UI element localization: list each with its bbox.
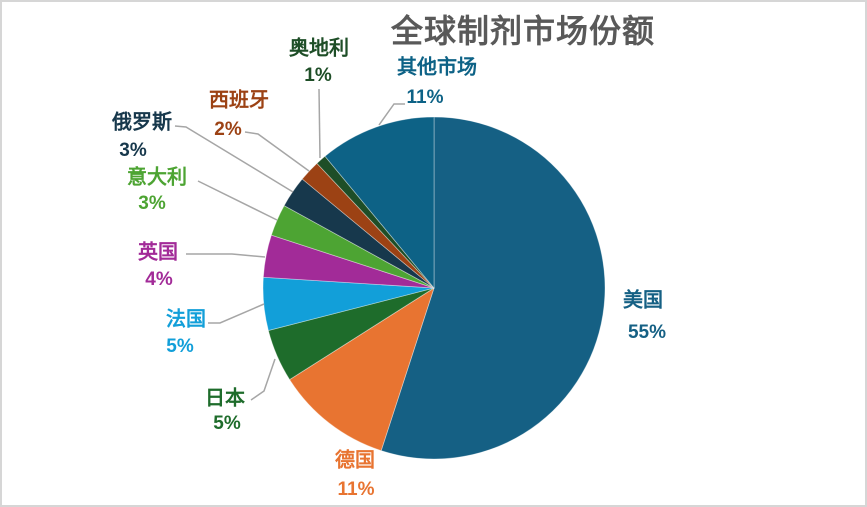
slice-pct-7: 2%: [214, 119, 242, 140]
slice-pct-2: 5%: [213, 413, 241, 434]
leader-line-3: [208, 303, 265, 324]
slice-pct-6: 3%: [119, 140, 147, 161]
pie-slice-2[interactable]: [267, 287, 435, 381]
leader-line-4: [186, 253, 266, 258]
pie-slice-8[interactable]: [316, 155, 435, 289]
slice-pct-3: 5%: [166, 336, 194, 357]
slice-name-8: 奥地利: [289, 35, 349, 59]
slice-name-0: 美国: [623, 287, 663, 311]
slice-name-9: 其他市场: [397, 54, 477, 78]
pie-slice-9[interactable]: [324, 116, 435, 290]
chart-title: 全球制剂市场份额: [390, 13, 656, 49]
pie-slice-0[interactable]: [380, 116, 606, 460]
pie-slice-7[interactable]: [301, 162, 435, 289]
slice-name-1: 德国: [335, 447, 375, 471]
slice-name-3: 法国: [166, 306, 206, 330]
slice-pct-9: 11%: [407, 87, 444, 108]
leader-line-8: [318, 88, 321, 159]
slice-pct-5: 3%: [138, 193, 166, 214]
slice-name-6: 俄罗斯: [111, 109, 172, 133]
slice-pct-8: 1%: [304, 65, 332, 86]
leader-line-6: [174, 125, 294, 193]
leader-line-5: [197, 180, 278, 221]
pie-slice-1[interactable]: [289, 287, 435, 452]
leader-line-7: [244, 131, 310, 172]
pie-slice-4[interactable]: [262, 234, 435, 289]
slice-name-5: 意大利: [127, 164, 187, 188]
pie-slice-5[interactable]: [270, 205, 435, 289]
slice-name-4: 英国: [138, 239, 178, 263]
leader-line-2: [250, 358, 276, 401]
slice-name-2: 日本: [205, 386, 245, 409]
slice-name-7: 西班牙: [209, 88, 269, 111]
leader-line-9: [378, 103, 405, 126]
slice-pct-1: 11%: [338, 479, 375, 500]
slice-pct-4: 4%: [145, 269, 173, 290]
slice-pct-0: 55%: [628, 322, 666, 343]
